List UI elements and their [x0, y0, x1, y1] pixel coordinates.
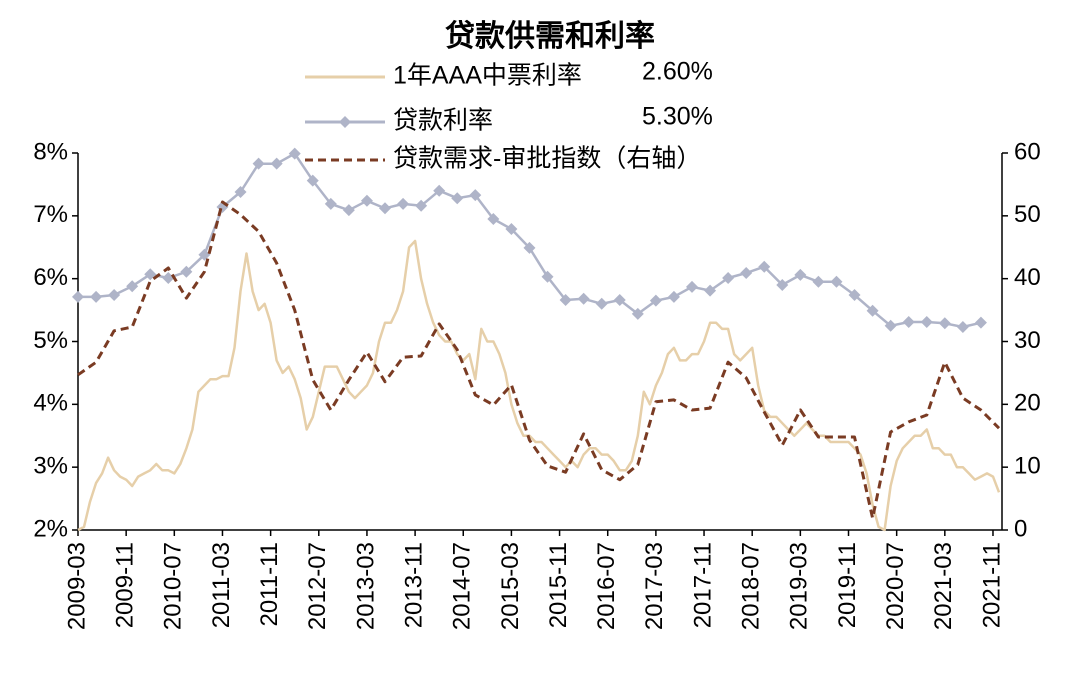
- x-tick-label: 2015-03: [497, 542, 524, 630]
- y-tick-label: 7%: [33, 201, 68, 228]
- series-marker: [397, 197, 410, 210]
- series-line: [77, 200, 1001, 520]
- x-tick-label: 2018-07: [738, 542, 765, 630]
- series-marker: [704, 284, 717, 297]
- y-tick-label: 5%: [33, 327, 68, 354]
- series-marker: [72, 290, 84, 303]
- y2-tick-label: 40: [1014, 264, 1041, 291]
- y-tick-label: 4%: [33, 390, 68, 417]
- y-tick-label: 3%: [33, 453, 68, 480]
- x-tick-label: 2021-03: [930, 542, 957, 630]
- series-marker: [90, 290, 103, 303]
- series-marker: [108, 289, 121, 302]
- series-marker: [324, 197, 337, 210]
- series-marker: [938, 317, 951, 330]
- y2-tick-label: 0: [1014, 515, 1027, 542]
- legend-label: 贷款需求-审批指数（右轴）: [393, 145, 701, 173]
- series-marker: [487, 212, 500, 225]
- series-marker: [974, 316, 987, 329]
- series-marker: [180, 265, 193, 278]
- series-marker: [360, 194, 373, 207]
- y2-tick-label: 50: [1014, 201, 1041, 228]
- series-marker: [523, 241, 536, 254]
- x-tick-label: 2009-11: [112, 542, 139, 628]
- x-tick-label: 2009-03: [63, 542, 90, 630]
- series-marker: [595, 297, 608, 310]
- y2-tick-label: 30: [1014, 327, 1041, 354]
- series-marker: [794, 268, 807, 281]
- series-marker: [469, 189, 482, 202]
- x-tick-label: 2011-03: [208, 542, 235, 628]
- x-tick-label: 2013-03: [352, 542, 379, 630]
- series-marker: [252, 157, 265, 170]
- chart-title: 贷款供需和利率: [445, 20, 655, 53]
- legend-note: 5.30%: [642, 103, 713, 131]
- series-marker: [270, 157, 283, 170]
- series-marker: [649, 294, 662, 307]
- series-marker: [722, 272, 735, 285]
- x-tick-label: 2013-11: [400, 542, 427, 628]
- x-tick-label: 2017-11: [689, 542, 716, 628]
- legend-label: 贷款利率: [393, 107, 493, 135]
- y2-tick-label: 60: [1014, 138, 1041, 165]
- series-marker: [667, 290, 680, 303]
- series-marker: [812, 275, 825, 288]
- legend-label: 1年AAA中票利率: [393, 62, 582, 90]
- series-marker: [541, 270, 554, 283]
- series-marker: [776, 278, 789, 291]
- x-tick-label: 2010-07: [160, 542, 187, 630]
- series-marker: [415, 199, 428, 212]
- series-marker: [920, 316, 933, 329]
- series-marker: [758, 260, 771, 273]
- series-marker: [866, 304, 879, 317]
- series-marker: [288, 147, 301, 160]
- series-marker: [433, 184, 446, 197]
- series-marker: [613, 294, 626, 307]
- x-tick-label: 2015-11: [545, 542, 572, 628]
- series-marker: [559, 294, 572, 307]
- series-marker: [451, 192, 464, 205]
- legend-note: 2.60%: [642, 58, 713, 86]
- series-marker: [830, 275, 843, 288]
- x-tick-label: 2021-11: [978, 542, 1005, 628]
- series-marker: [198, 248, 211, 261]
- series-marker: [162, 272, 175, 285]
- x-tick-label: 2016-07: [593, 542, 620, 630]
- series-marker: [848, 289, 861, 302]
- series-marker: [740, 267, 753, 280]
- y-tick-label: 2%: [33, 515, 68, 542]
- x-tick-label: 2014-07: [449, 542, 476, 630]
- x-tick-label: 2011-11: [256, 542, 283, 627]
- series-marker: [956, 321, 969, 334]
- x-tick-label: 2012-07: [304, 542, 331, 630]
- x-tick-label: 2019-11: [834, 542, 861, 628]
- y2-tick-label: 20: [1014, 390, 1041, 417]
- series-marker: [234, 185, 247, 198]
- x-tick-label: 2020-07: [882, 542, 909, 630]
- series-marker: [505, 223, 518, 236]
- series-marker: [126, 280, 139, 293]
- series-marker: [306, 174, 319, 187]
- legend-marker: [339, 116, 351, 128]
- series-marker: [686, 280, 698, 293]
- y-tick-label: 8%: [33, 138, 68, 165]
- series-marker: [631, 307, 644, 320]
- series-marker: [342, 204, 355, 217]
- y2-tick-label: 10: [1014, 453, 1041, 480]
- series-line: [77, 239, 1001, 532]
- x-tick-label: 2017-03: [641, 542, 668, 630]
- series-marker: [902, 316, 915, 329]
- series-marker: [577, 292, 590, 305]
- series-marker: [379, 202, 391, 215]
- series-marker: [884, 319, 897, 332]
- y-tick-label: 6%: [33, 264, 68, 291]
- x-tick-label: 2019-03: [786, 542, 813, 630]
